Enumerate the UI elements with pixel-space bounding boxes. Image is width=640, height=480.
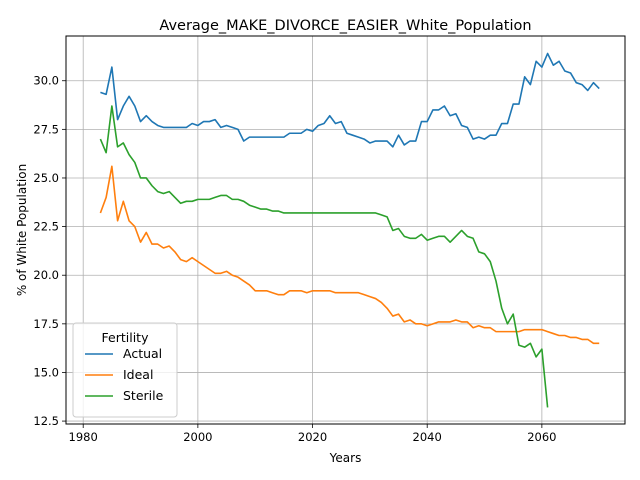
x-tick-label: 2060 xyxy=(527,430,556,444)
y-axis-ticks: 12.5 15.0 17.5 20.0 22.5 25.0 27.5 30.0 xyxy=(33,74,66,428)
y-tick-label: 12.5 xyxy=(33,414,59,428)
x-tick-label: 2000 xyxy=(183,430,212,444)
series-line-actual xyxy=(100,52,600,148)
y-tick-label: 27.5 xyxy=(33,122,59,136)
legend-label-actual: Actual xyxy=(123,346,162,361)
x-tick-label: 2040 xyxy=(413,430,442,444)
y-tick-label: 22.5 xyxy=(33,220,59,234)
legend: Fertility Actual Ideal Sterile xyxy=(72,322,178,418)
y-tick-label: 20.0 xyxy=(33,268,59,282)
series-layer xyxy=(99,52,600,408)
x-tick-label: 1980 xyxy=(69,430,98,444)
y-tick-label: 17.5 xyxy=(33,317,59,331)
legend-title: Fertility xyxy=(102,330,150,345)
y-tick-label: 15.0 xyxy=(33,365,59,379)
x-tick-label: 2020 xyxy=(298,430,327,444)
plot-frame xyxy=(65,35,626,425)
y-tick-label: 25.0 xyxy=(33,171,59,185)
series-line-sterile xyxy=(99,105,549,408)
x-axis-ticks: 1980 2000 2020 2040 2060 xyxy=(69,424,557,444)
y-tick-label: 30.0 xyxy=(33,74,59,88)
y-axis-label: % of White Population xyxy=(15,164,29,296)
legend-box xyxy=(72,322,178,418)
legend-label-sterile: Sterile xyxy=(123,388,164,403)
chart-title: Average_MAKE_DIVORCE_EASIER_White_Popula… xyxy=(159,18,531,34)
legend-items: Actual Ideal Sterile xyxy=(85,346,164,403)
x-axis-label: Years xyxy=(329,451,362,465)
legend-label-ideal: Ideal xyxy=(123,367,153,382)
